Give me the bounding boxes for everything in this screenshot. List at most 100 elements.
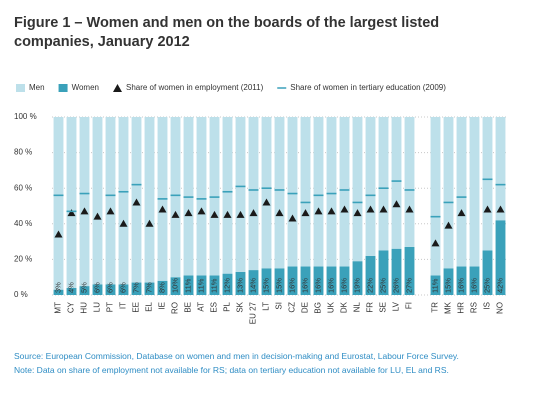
bar xyxy=(495,117,506,221)
bar xyxy=(248,117,259,271)
bar xyxy=(79,117,90,287)
bar xyxy=(456,117,467,267)
bar xyxy=(183,275,194,295)
legend-swatch xyxy=(16,84,25,92)
marker-triangle xyxy=(119,219,128,227)
x-tick-label: TR xyxy=(431,302,440,313)
bar xyxy=(235,271,246,295)
x-tick-label: IS xyxy=(483,302,492,310)
legend-label: Share of women in tertiary education (20… xyxy=(290,83,446,92)
marker-triangle xyxy=(249,209,258,217)
chart-title: Figure 1 – Women and men on the boards o… xyxy=(14,15,440,50)
x-tick-label: HR xyxy=(457,302,466,314)
legend-label: Men xyxy=(29,83,45,92)
bar xyxy=(482,250,493,295)
marker-triangle xyxy=(93,212,102,220)
x-tick-label: NO xyxy=(496,302,505,314)
x-tick-label: FI xyxy=(405,302,414,309)
x-tick-label: EL xyxy=(145,301,154,311)
bar xyxy=(287,266,298,295)
x-tick-label: LT xyxy=(262,302,271,311)
value-label: 11% xyxy=(209,278,218,293)
y-tick-label: 80 % xyxy=(14,148,32,157)
x-tick-label: IE xyxy=(158,302,167,310)
value-label: 6% xyxy=(118,282,127,293)
x-tick-label: NL xyxy=(353,301,362,312)
marker-triangle xyxy=(210,210,219,218)
x-tick-label: MK xyxy=(444,301,453,314)
marker-triangle xyxy=(288,214,297,222)
bar xyxy=(430,117,441,276)
bar xyxy=(443,268,454,295)
note: Note: Data on share of employment not av… xyxy=(14,365,449,375)
bar xyxy=(404,117,415,247)
marker-triangle xyxy=(431,239,440,247)
marker-triangle xyxy=(67,209,76,217)
value-label: 14% xyxy=(248,278,257,293)
bar xyxy=(261,268,272,295)
value-label: 13% xyxy=(235,278,244,293)
value-label: 16% xyxy=(287,278,296,293)
bar xyxy=(53,289,64,295)
value-label: 15% xyxy=(274,278,283,293)
marker-triangle xyxy=(171,210,180,218)
value-label: 26% xyxy=(391,278,400,293)
y-tick-label: 100 % xyxy=(14,112,37,121)
bar xyxy=(118,117,129,285)
bar xyxy=(495,220,506,295)
marker-triangle xyxy=(184,209,193,217)
x-tick-label: SE xyxy=(379,302,388,313)
bar xyxy=(144,282,155,295)
x-tick-label: AT xyxy=(197,302,206,312)
value-label: 16% xyxy=(326,278,335,293)
x-tick-label: SK xyxy=(236,301,245,312)
bar xyxy=(274,117,285,269)
bar xyxy=(326,266,337,295)
bar xyxy=(443,117,454,269)
bar xyxy=(196,275,207,295)
bar xyxy=(131,282,142,295)
bar xyxy=(66,117,77,288)
x-tick-label: DK xyxy=(340,301,349,313)
legend-label: Women xyxy=(72,83,99,92)
legend-label: Share of women in employment (2011) xyxy=(126,83,264,92)
bar xyxy=(469,266,480,295)
bar xyxy=(170,117,181,278)
value-label: 16% xyxy=(300,278,309,293)
x-tick-label: PT xyxy=(106,302,115,312)
bar xyxy=(300,266,311,295)
bar xyxy=(300,117,311,267)
x-tick-label: HU xyxy=(80,302,89,314)
value-label: 6% xyxy=(105,282,114,293)
bar xyxy=(274,268,285,295)
marker-triangle xyxy=(80,207,89,215)
bar xyxy=(352,117,363,262)
value-label: 16% xyxy=(313,278,322,293)
value-label: 16% xyxy=(456,278,465,293)
bar xyxy=(53,117,64,290)
x-tick-label: RS xyxy=(470,302,479,313)
bar xyxy=(469,117,480,267)
value-label: 19% xyxy=(352,278,361,293)
bar xyxy=(482,117,493,251)
bar xyxy=(391,248,402,295)
bar xyxy=(339,117,350,267)
value-label: 3% xyxy=(53,282,62,293)
x-tick-label: BE xyxy=(184,302,193,313)
bar xyxy=(222,273,233,295)
marker-triangle xyxy=(314,207,323,215)
bar xyxy=(209,275,220,295)
marker-triangle xyxy=(262,198,271,206)
marker-triangle xyxy=(275,209,284,217)
bar xyxy=(92,284,103,295)
marker-triangle xyxy=(236,210,245,218)
bar xyxy=(196,117,207,276)
bar xyxy=(118,284,129,295)
x-tick-label: PL xyxy=(223,301,232,311)
marker-triangle xyxy=(405,205,414,213)
x-tick-label: IT xyxy=(119,302,128,309)
value-label: 8% xyxy=(157,282,166,293)
value-label: 7% xyxy=(131,282,140,293)
bar xyxy=(313,266,324,295)
